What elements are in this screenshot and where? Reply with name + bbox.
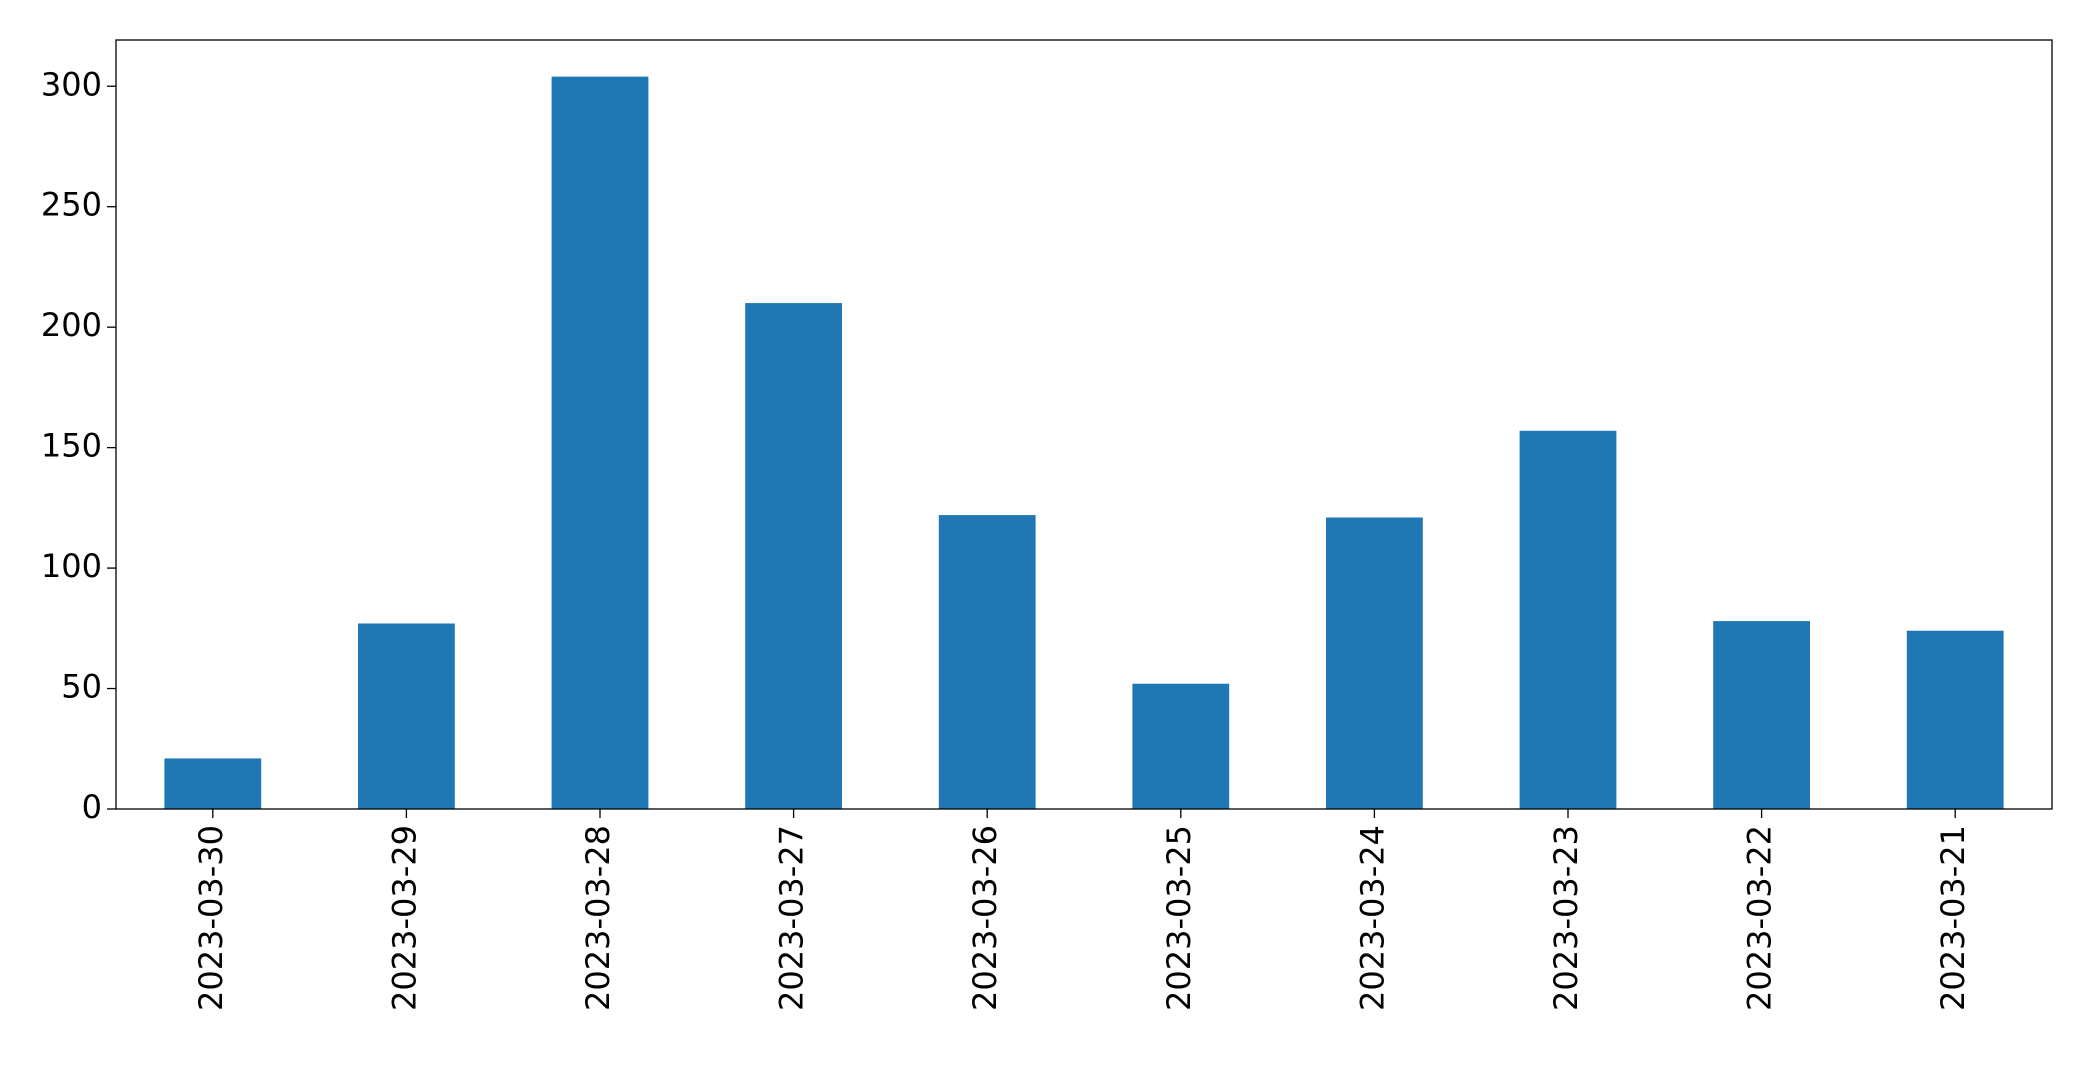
x-tick-label: 2023-03-28 <box>579 825 617 1011</box>
bar <box>1906 630 2004 809</box>
bar <box>745 303 842 809</box>
bar <box>358 623 455 809</box>
x-tick-label: 2023-03-30 <box>192 825 230 1011</box>
bar <box>1519 430 1617 809</box>
bar <box>551 76 649 810</box>
plot-frame <box>115 39 2053 810</box>
y-tick-label: 100 <box>41 547 102 585</box>
x-tick-label: 2023-03-24 <box>1353 825 1391 1011</box>
x-tick-label: 2023-03-21 <box>1934 825 1972 1011</box>
bar <box>164 758 262 809</box>
x-tick-label: 2023-03-26 <box>966 825 1004 1011</box>
bar <box>938 515 1036 809</box>
bar <box>1713 621 1810 809</box>
y-tick-label: 50 <box>61 668 102 706</box>
y-tick-label: 150 <box>41 427 102 465</box>
x-tick-label: 2023-03-29 <box>385 825 423 1011</box>
x-tick-label: 2023-03-23 <box>1547 825 1585 1011</box>
y-tick-label: 0 <box>82 788 102 826</box>
y-tick-label: 250 <box>41 186 102 224</box>
x-tick-label: 2023-03-25 <box>1160 825 1198 1011</box>
bar <box>1132 683 1230 809</box>
y-tick-label: 300 <box>41 65 102 103</box>
bar <box>1326 517 1423 809</box>
x-tick-label: 2023-03-27 <box>773 825 811 1011</box>
y-tick-label: 200 <box>41 306 102 344</box>
x-tick-label: 2023-03-22 <box>1741 825 1779 1011</box>
